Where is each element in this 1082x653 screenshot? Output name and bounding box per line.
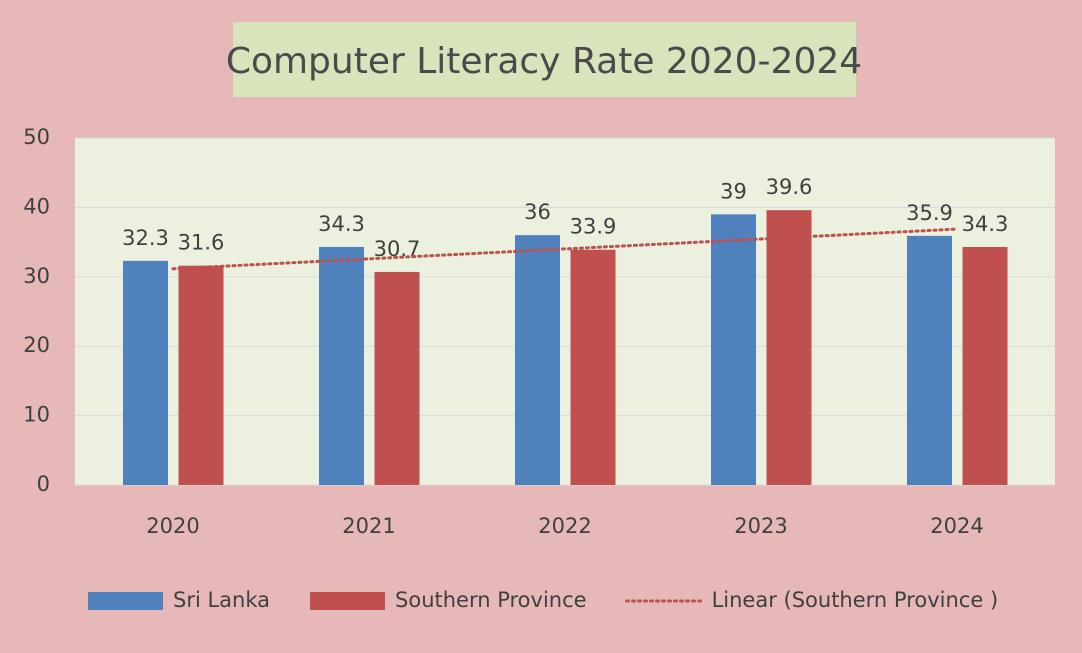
legend-label: Sri Lanka — [173, 588, 270, 612]
bar — [178, 265, 224, 485]
data-label: 31.6 — [178, 231, 225, 255]
plot-area — [75, 138, 1055, 485]
data-label: 39.6 — [766, 175, 813, 199]
legend-label: Linear (Southern Province ) — [712, 588, 999, 612]
data-label: 33.9 — [570, 215, 617, 239]
y-tick-label: 40 — [23, 194, 50, 218]
x-tick-label: 2022 — [538, 514, 591, 538]
bar — [766, 210, 812, 485]
y-tick-label: 20 — [23, 333, 50, 357]
x-tick-label: 2024 — [930, 514, 983, 538]
trendline — [171, 227, 959, 271]
legend-swatch — [88, 592, 163, 610]
bar — [374, 271, 420, 485]
bar — [907, 235, 952, 485]
title-box — [233, 22, 856, 97]
bar — [570, 249, 616, 485]
x-tick-label: 2023 — [734, 514, 787, 538]
bar — [123, 260, 168, 485]
bar — [962, 246, 1008, 485]
legend-swatch — [310, 592, 386, 610]
data-label: 39 — [720, 179, 747, 203]
bar — [711, 214, 756, 485]
bar — [515, 235, 560, 485]
x-tick-label: 2020 — [146, 514, 199, 538]
y-tick-label: 30 — [23, 264, 50, 288]
data-label: 32.3 — [122, 226, 169, 250]
data-label: 34.3 — [318, 212, 365, 236]
x-tick-label: 2021 — [342, 514, 395, 538]
bar — [319, 246, 364, 485]
data-label: 34.3 — [962, 212, 1009, 236]
y-tick-label: 0 — [37, 472, 50, 496]
legend-label: Southern Province — [395, 588, 587, 612]
chart-title: Computer Literacy Rate 2020-2024 — [226, 41, 862, 82]
data-label: 36 — [524, 200, 551, 224]
data-label: 35.9 — [906, 201, 953, 225]
y-tick-label: 50 — [23, 125, 50, 149]
y-tick-label: 10 — [23, 403, 50, 427]
